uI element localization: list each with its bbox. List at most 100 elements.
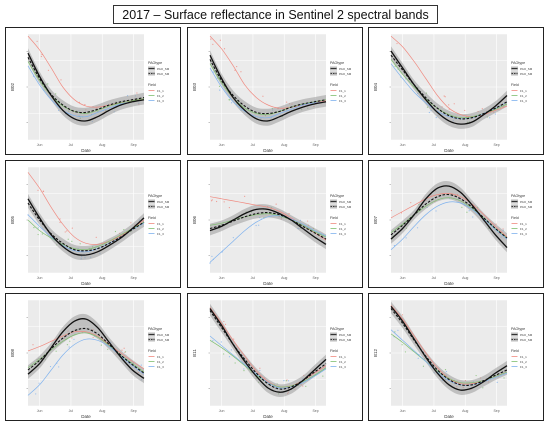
confidence-band bbox=[28, 48, 144, 126]
data-point-f1-1 bbox=[286, 379, 288, 381]
x-tick-label: Jun bbox=[37, 143, 43, 147]
data-point-f1-3 bbox=[232, 237, 234, 239]
data-point-f1-1 bbox=[37, 189, 39, 191]
series-line-f1-3 bbox=[390, 329, 508, 386]
legend-item-field: F1_2 bbox=[157, 94, 164, 98]
data-point-f1-1 bbox=[123, 347, 125, 349]
data-point-f1-1 bbox=[234, 69, 236, 71]
data-point-f1-2 bbox=[66, 344, 69, 346]
data-point-f1-2 bbox=[466, 211, 468, 213]
data-point-f1-3 bbox=[212, 340, 214, 342]
legend-title-paotype: PAOtype bbox=[511, 61, 525, 65]
series-line-f1-3 bbox=[209, 215, 327, 263]
data-point-f1-1 bbox=[464, 109, 466, 112]
legend-item-field: F1_2 bbox=[339, 94, 346, 98]
data-point-f1-2 bbox=[100, 344, 102, 346]
legend-item-field: F1_3 bbox=[339, 99, 346, 103]
x-tick-label: Jul bbox=[251, 143, 256, 147]
data-point-f1-1 bbox=[92, 336, 94, 339]
y-axis-label: B11 bbox=[192, 349, 197, 357]
data-point-f1-1 bbox=[71, 227, 73, 229]
series-line-f1-1 bbox=[390, 35, 508, 118]
data-point-f1-3 bbox=[73, 338, 75, 340]
x-tick-label: Jun bbox=[37, 276, 43, 280]
legend-item-field: F1_1 bbox=[520, 222, 527, 226]
x-axis-label: Date bbox=[444, 414, 454, 419]
legend-item-field: F1_3 bbox=[520, 232, 527, 236]
legend-item-field: F1_1 bbox=[157, 222, 164, 226]
data-point-f1-2 bbox=[234, 362, 236, 364]
legend-item-field: F1_2 bbox=[339, 360, 346, 364]
data-point-f1-3 bbox=[416, 227, 419, 229]
y-axis-label: B04 bbox=[373, 83, 378, 92]
legend-item-paotype: PAO_SM bbox=[339, 338, 352, 342]
data-point-f1-1 bbox=[443, 95, 445, 97]
legend-item-paotype: PAO_SM bbox=[520, 338, 533, 342]
data-point-f1-1 bbox=[59, 218, 61, 220]
confidence-band bbox=[391, 301, 507, 396]
x-tick-label: Sep bbox=[130, 143, 136, 147]
y-axis-label: B08 bbox=[10, 349, 15, 358]
data-point-f1-1 bbox=[228, 206, 230, 209]
data-point-f1-2 bbox=[123, 228, 125, 231]
legend-item-field: F1_2 bbox=[157, 360, 164, 364]
data-point-f1-1 bbox=[275, 203, 277, 205]
data-point-f1-3 bbox=[435, 116, 437, 119]
data-point-f1-1 bbox=[32, 344, 34, 346]
x-tick-label: Jun bbox=[219, 276, 225, 280]
y-axis-label: B05 bbox=[10, 216, 15, 225]
legend-item-paotype: PAO_SM bbox=[157, 67, 170, 71]
legend-item-field: F1_3 bbox=[339, 365, 346, 369]
legend-item-paotype: PAO_SM bbox=[157, 72, 170, 76]
x-tick-label: Aug bbox=[281, 409, 287, 413]
legend-item-paotype: PAO_SM bbox=[157, 205, 170, 209]
legend-item-field: F1_1 bbox=[339, 89, 346, 93]
data-point-f1-1 bbox=[42, 190, 44, 192]
figure-title: 2017 – Surface reflectance in Sentinel 2… bbox=[113, 5, 438, 24]
data-point-f1-1 bbox=[223, 48, 226, 50]
data-point-f1-2 bbox=[243, 370, 245, 372]
x-tick-label: Sep bbox=[493, 276, 499, 280]
data-point-f1-1 bbox=[401, 314, 404, 316]
x-tick-label: Aug bbox=[99, 276, 105, 280]
legend-item-field: F1_1 bbox=[157, 355, 164, 359]
x-tick-label: Aug bbox=[99, 409, 105, 413]
data-point-f1-2 bbox=[33, 227, 35, 229]
x-tick-label: Aug bbox=[462, 276, 468, 280]
data-point-f1-1 bbox=[223, 320, 225, 323]
data-point-f1-3 bbox=[259, 369, 261, 372]
data-point-f1-1 bbox=[36, 40, 38, 42]
data-point-f1-1 bbox=[444, 96, 446, 98]
series-line-pao-dashed bbox=[209, 212, 327, 240]
x-tick-label: Sep bbox=[130, 409, 136, 413]
series-line-pao-dashed bbox=[390, 193, 508, 239]
x-axis-label: Date bbox=[263, 414, 273, 419]
data-point-f1-1 bbox=[244, 195, 246, 197]
series-line-pao-dashed bbox=[390, 308, 508, 386]
series-line-f1-2 bbox=[27, 219, 145, 251]
x-tick-label: Jun bbox=[400, 276, 406, 280]
series-line-pao-dashed bbox=[209, 59, 327, 115]
data-point-f1-3 bbox=[435, 210, 437, 212]
x-tick-label: Aug bbox=[462, 409, 468, 413]
data-point-f1-2 bbox=[444, 369, 447, 371]
data-point-f1-1 bbox=[210, 200, 213, 202]
x-tick-label: Jul bbox=[432, 143, 437, 147]
legend-item-field: F1_1 bbox=[157, 89, 164, 93]
y-axis-label: B06 bbox=[192, 216, 197, 225]
series-line-pao-dashed bbox=[209, 310, 327, 390]
data-point-f1-2 bbox=[394, 65, 396, 67]
legend-item-paotype: PAO_SM bbox=[520, 200, 533, 204]
chart-panel-b11: Jun Jul Aug Sep Date B11 PAOtype PAO_SM PAO_SM Fi… bbox=[187, 293, 363, 421]
data-point-f1-1 bbox=[136, 92, 138, 94]
x-tick-label: Jul bbox=[69, 409, 74, 413]
x-tick-label: Aug bbox=[99, 143, 105, 147]
data-point-f1-2 bbox=[107, 348, 109, 350]
data-point-f1-1 bbox=[223, 201, 225, 203]
data-point-f1-2 bbox=[461, 206, 463, 208]
data-point-f1-2 bbox=[475, 374, 477, 377]
data-point-f1-1 bbox=[453, 103, 455, 105]
